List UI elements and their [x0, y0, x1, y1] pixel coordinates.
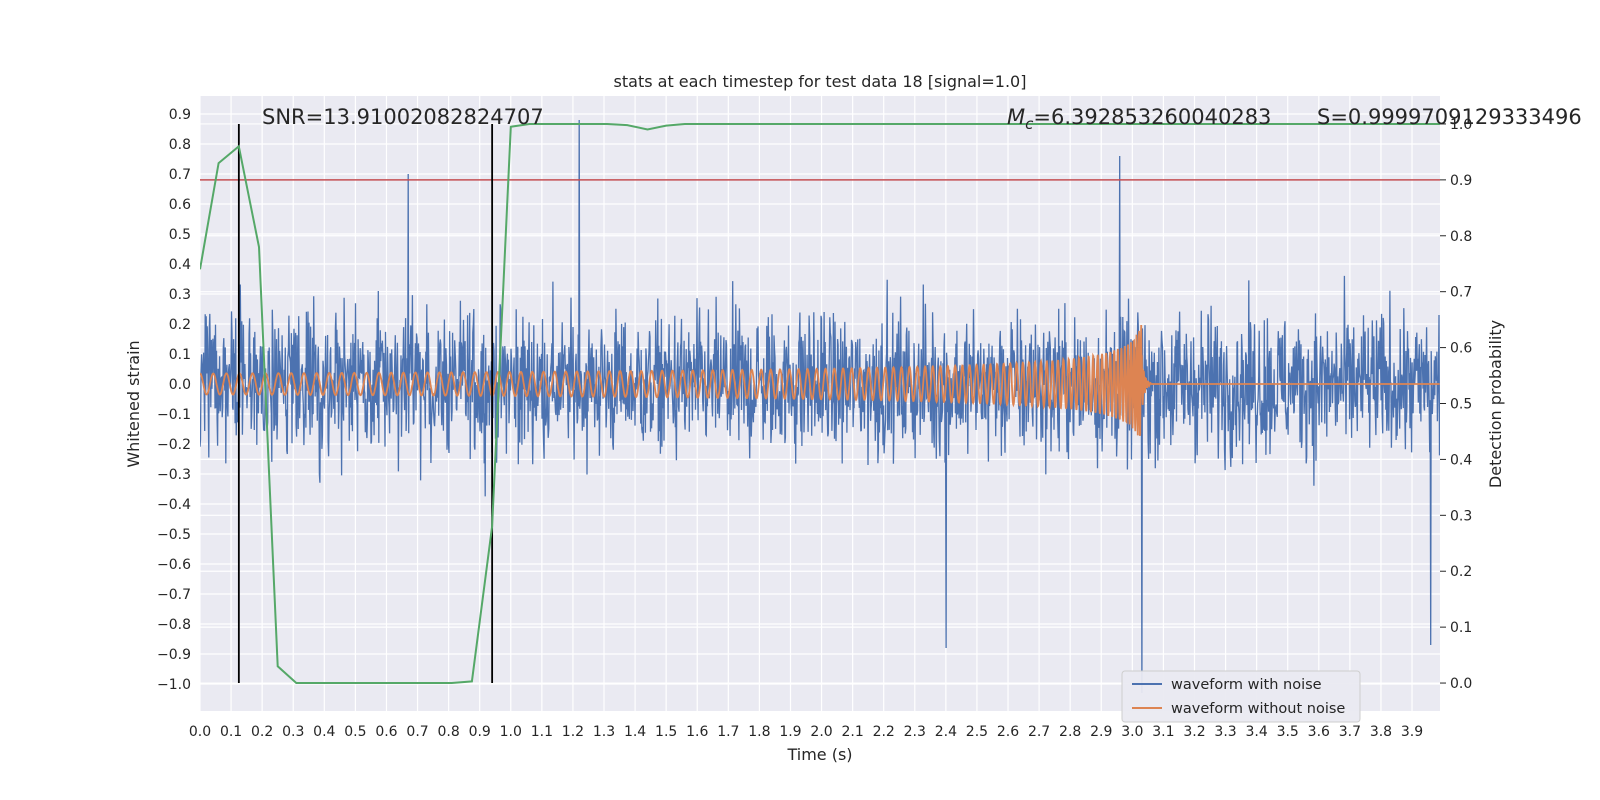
y2-tick-label: 0.2 — [1450, 564, 1472, 580]
x-tick-label: 0.1 — [220, 724, 242, 740]
x-tick-label: 1.1 — [531, 724, 553, 740]
y-tick-label: −0.7 — [157, 587, 191, 603]
y-tick-label: 0.5 — [169, 227, 191, 243]
x-tick-label: 2.3 — [904, 724, 926, 740]
x-tick-label: 0.9 — [469, 724, 491, 740]
legend-label-clean: waveform without noise — [1171, 701, 1345, 717]
x-tick-label: 2.6 — [997, 724, 1019, 740]
x-tick-label: 2.0 — [810, 724, 832, 740]
mc-symbol: M — [1007, 105, 1025, 129]
x-tick-label: 0.5 — [344, 724, 366, 740]
y-tick-label: −0.6 — [157, 557, 191, 573]
y-tick-label: 0.4 — [169, 257, 191, 273]
x-tick-label: 2.5 — [966, 724, 988, 740]
y-tick-label: −0.4 — [157, 497, 191, 513]
y2-tick-label: 0.8 — [1450, 229, 1472, 245]
y-tick-label: −0.8 — [157, 617, 191, 633]
clean-waveform-line — [200, 324, 1440, 437]
x-tick-label: 3.7 — [1339, 724, 1361, 740]
y-tick-label: 0.7 — [169, 167, 191, 183]
x-tick-label: 3.8 — [1370, 724, 1392, 740]
mc-value: =6.392853260040283 — [1033, 105, 1271, 129]
x-axis-label: Time (s) — [786, 745, 852, 764]
x-tick-label: 3.0 — [1121, 724, 1143, 740]
y-tick-label: −0.1 — [157, 407, 191, 423]
y-tick-label: −0.5 — [157, 527, 191, 543]
x-tick-label: 1.7 — [717, 724, 739, 740]
detection-probability-line — [200, 123, 1440, 684]
s-annotation: S=0.9999709129333496 — [1317, 105, 1582, 129]
y2-tick-label: 1.0 — [1450, 117, 1472, 133]
series-waveform-without-noise — [200, 324, 1440, 437]
x-tick-label: 2.8 — [1059, 724, 1081, 740]
chart-title: stats at each timestep for test data 18 … — [614, 72, 1027, 91]
legend-label-noise: waveform with noise — [1171, 677, 1322, 693]
x-tick-label: 0.0 — [189, 724, 211, 740]
y-tick-label: 0.3 — [169, 287, 191, 303]
x-tick-label: 3.4 — [1246, 724, 1268, 740]
y-tick-label: −0.2 — [157, 437, 191, 453]
x-tick-label: 1.3 — [593, 724, 615, 740]
x-tick-label: 0.4 — [313, 724, 335, 740]
x-tick-label: 1.4 — [624, 724, 646, 740]
y-tick-label: −0.9 — [157, 647, 191, 663]
x-tick-label: 1.5 — [655, 724, 677, 740]
x-tick-label: 0.3 — [282, 724, 304, 740]
y-axis-label: Whitened strain — [124, 340, 143, 467]
x-tick-label: 3.9 — [1401, 724, 1423, 740]
y-tick-label: 0.1 — [169, 347, 191, 363]
y2-tick-label: 0.6 — [1450, 341, 1472, 357]
x-tick-label: 3.2 — [1183, 724, 1205, 740]
x-tick-label: 1.2 — [562, 724, 584, 740]
y-tick-label: −1.0 — [157, 677, 191, 693]
x-tick-label: 1.6 — [686, 724, 708, 740]
y2-tick-label: 0.1 — [1450, 620, 1472, 636]
x-tick-label: 2.4 — [935, 724, 957, 740]
y-ticks: 0.9 0.8 0.7 0.6 0.5 0.4 0.3 0.2 0.1 0.0 −0.1 −0.2 −0… — [157, 107, 191, 693]
y-tick-label: 0.0 — [169, 377, 191, 393]
x-tick-label: 3.1 — [1152, 724, 1174, 740]
x-tick-label: 0.7 — [406, 724, 428, 740]
y-tick-label: 0.9 — [169, 107, 191, 123]
x-tick-label: 2.1 — [841, 724, 863, 740]
x-tick-label: 0.2 — [251, 724, 273, 740]
y2-tick-label: 0.3 — [1450, 508, 1472, 524]
x-ticks: 0.0 0.1 0.2 0.3 0.4 0.5 0.6 0.7 0.8 0.9 1.0 1.1 1.2 1… — [189, 724, 1423, 740]
y-tick-label: 0.2 — [169, 317, 191, 333]
x-tick-label: 0.8 — [437, 724, 459, 740]
x-tick-label: 2.2 — [873, 724, 895, 740]
x-tick-label: 2.7 — [1028, 724, 1050, 740]
legend-box — [1121, 670, 1361, 723]
x-tick-label: 0.6 — [375, 724, 397, 740]
x-tick-label: 3.3 — [1214, 724, 1236, 740]
y2-tick-label: 0.5 — [1450, 397, 1472, 413]
x-tick-label: 2.9 — [1090, 724, 1112, 740]
x-tick-label: 1.0 — [500, 724, 522, 740]
y2-axis-label: Detection probability — [1486, 320, 1505, 488]
legend: waveform with noise waveform without noi… — [1121, 670, 1361, 723]
snr-annotation: SNR=13.91002082824707 — [262, 105, 544, 129]
overlays — [200, 123, 1440, 684]
mc-annotation: Mc=6.392853260040283 — [1007, 105, 1271, 133]
y-tick-label: −0.3 — [157, 467, 191, 483]
y2-tick-label: 0.0 — [1450, 676, 1472, 692]
y2-ticks: 1.0 0.9 0.8 0.7 0.6 0.5 0.4 0.3 0.2 0.1 0.0 — [1440, 117, 1472, 692]
x-tick-label: 1.8 — [748, 724, 770, 740]
x-tick-label: 1.9 — [779, 724, 801, 740]
x-tick-label: 3.5 — [1277, 724, 1299, 740]
x-tick-label: 3.6 — [1308, 724, 1330, 740]
y2-tick-label: 0.7 — [1450, 285, 1472, 301]
y2-tick-label: 0.9 — [1450, 173, 1472, 189]
mc-subscript: c — [1025, 115, 1034, 133]
y-tick-label: 0.6 — [169, 197, 191, 213]
y-tick-label: 0.8 — [169, 137, 191, 153]
y2-tick-label: 0.4 — [1450, 452, 1472, 468]
